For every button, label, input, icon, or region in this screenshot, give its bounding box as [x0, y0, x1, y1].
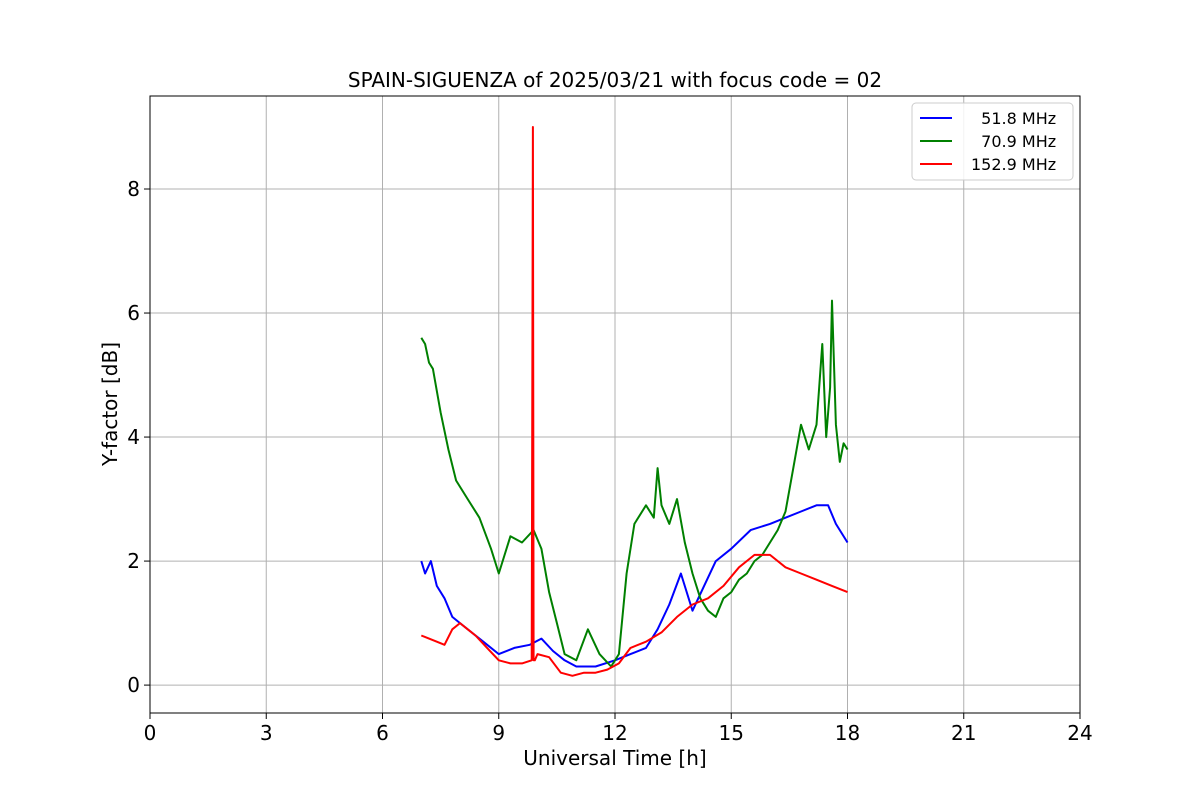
x-tick-label: 21 [951, 721, 976, 745]
y-tick-label: 2 [127, 549, 140, 573]
grid [149, 96, 1081, 713]
legend-label: 51.8 MHz [971, 109, 1056, 128]
x-tick-label: 9 [492, 721, 505, 745]
legend-label: 152.9 MHz [971, 155, 1056, 174]
y-axis-label: Y-factor [dB] [98, 342, 122, 467]
x-tick-label: 6 [376, 721, 389, 745]
y-tick-label: 6 [127, 301, 140, 325]
y-tick-label: 4 [127, 425, 140, 449]
legend-label: 70.9 MHz [971, 132, 1056, 151]
x-tick-label: 18 [835, 721, 860, 745]
series-layer [420, 126, 849, 677]
legend-box [911, 102, 1074, 181]
series-line-2 [420, 126, 848, 677]
x-tick-label: 0 [144, 721, 157, 745]
series-line-1 [420, 299, 849, 668]
legend: 51.8 MHz 70.9 MHz 152.9 MHz [911, 102, 1074, 181]
y-tick-label: 8 [127, 177, 140, 201]
chart-title: SPAIN-SIGUENZA of 2025/03/21 with focus … [348, 68, 882, 92]
x-tick-label: 24 [1067, 721, 1092, 745]
x-axis-label: Universal Time [h] [523, 746, 706, 770]
y-tick-label: 0 [127, 673, 140, 697]
x-tick-label: 3 [260, 721, 273, 745]
x-tick-label: 12 [602, 721, 627, 745]
x-tick-label: 15 [719, 721, 744, 745]
